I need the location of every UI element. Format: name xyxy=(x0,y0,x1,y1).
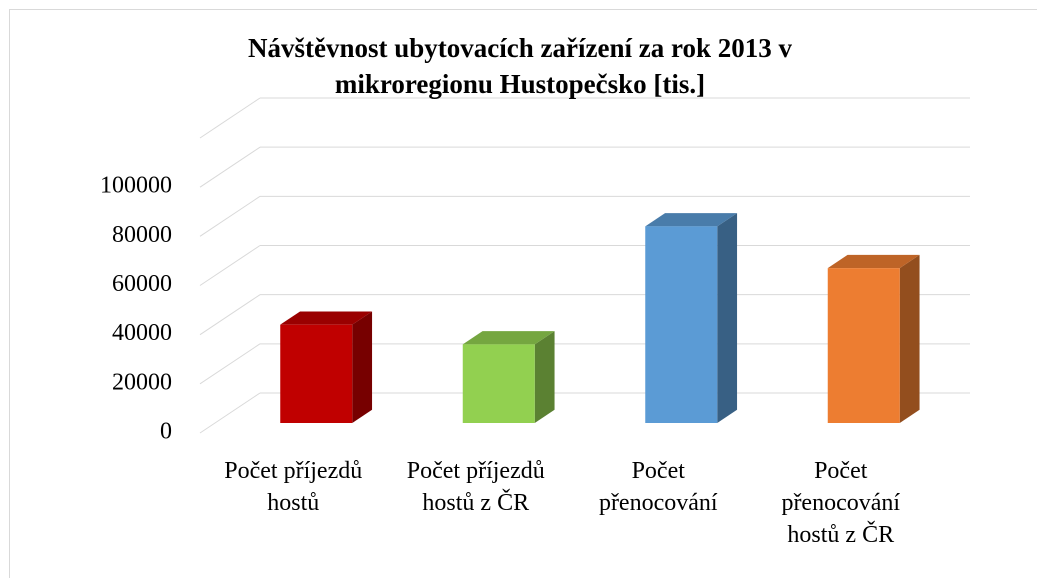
x-tick-label: Počet přenocování xyxy=(598,458,718,516)
grid-line-side xyxy=(199,343,261,385)
grid-line-side xyxy=(199,392,261,434)
y-tick-label: 100000 xyxy=(100,173,172,199)
bar xyxy=(462,344,535,423)
grid-line-top-side xyxy=(199,97,261,139)
bar-top xyxy=(645,213,738,227)
chart-title: Návštěvnost ubytovacích zařízení za rok … xyxy=(248,33,792,99)
y-tick-label: 80000 xyxy=(112,222,172,248)
grid-line-side xyxy=(199,195,261,237)
grid-line-side xyxy=(199,146,261,188)
y-tick-label: 40000 xyxy=(112,320,172,346)
bar-top xyxy=(462,331,555,345)
bar xyxy=(280,324,353,423)
bar xyxy=(645,226,718,423)
chart-border xyxy=(9,9,1037,578)
x-tick-label: Počet přenocování hostů z ČR xyxy=(781,458,901,548)
bar-side xyxy=(352,311,373,423)
bar-side xyxy=(717,213,738,423)
bar-side xyxy=(899,254,920,423)
bar xyxy=(827,268,900,423)
grid-line-side xyxy=(199,245,261,286)
x-tick-label: Počet příjezdů hostů z ČR xyxy=(406,458,545,516)
bar-top xyxy=(827,254,920,269)
y-tick-label: 20000 xyxy=(112,369,172,395)
bar-top xyxy=(280,311,373,325)
grid-line-side xyxy=(199,294,261,336)
x-tick-label: Počet příjezdů hostů xyxy=(224,458,363,516)
bar-side xyxy=(534,331,555,423)
y-tick-label: 0 xyxy=(160,419,172,445)
y-tick-label: 60000 xyxy=(112,271,172,297)
